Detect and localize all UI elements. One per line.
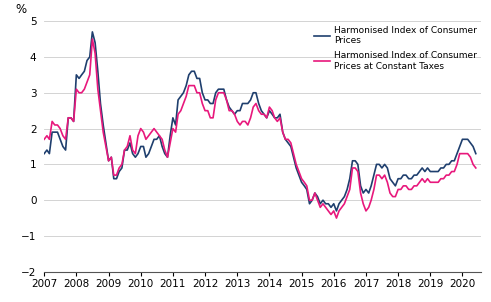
Line: Harmonised Index of Consumer
Prices at Constant Taxes: Harmonised Index of Consumer Prices at C… [44, 39, 476, 218]
Text: %: % [16, 3, 27, 16]
Line: Harmonised Index of Consumer
Prices: Harmonised Index of Consumer Prices [44, 32, 476, 211]
Legend: Harmonised Index of Consumer
Prices, Harmonised Index of Consumer
Prices at Cons: Harmonised Index of Consumer Prices, Har… [314, 26, 477, 71]
